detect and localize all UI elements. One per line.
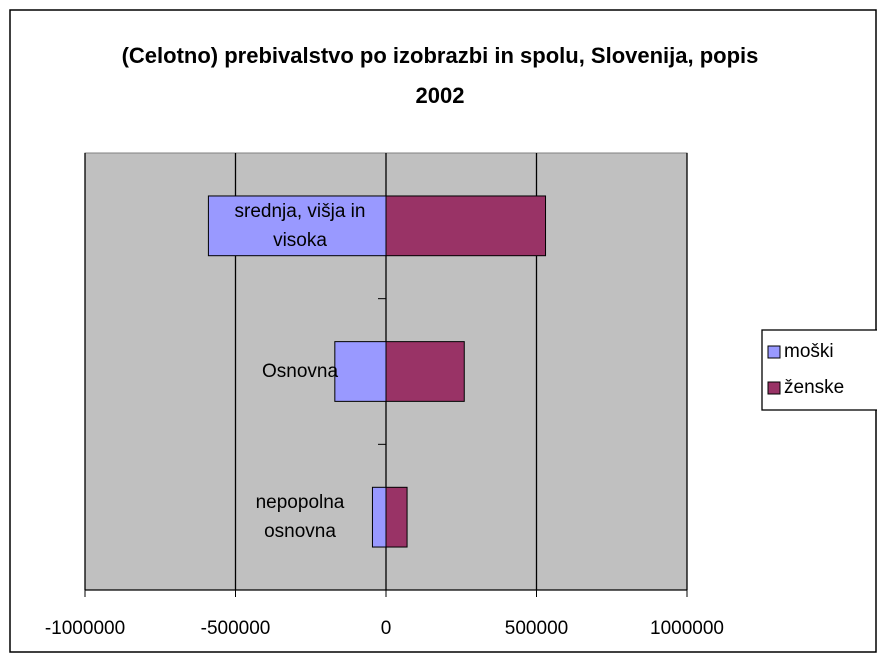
legend-label: moški bbox=[784, 341, 834, 362]
x-tick-label: -500000 bbox=[201, 618, 271, 639]
category-label: nepopolna osnovna bbox=[255, 492, 345, 543]
x-tick-label: 1000000 bbox=[650, 618, 724, 639]
category-label: srednja, višja in visoka bbox=[234, 200, 366, 251]
legend-swatch bbox=[767, 345, 781, 359]
category-label: Osnovna bbox=[261, 361, 339, 382]
bar bbox=[385, 486, 408, 548]
legend-label: ženske bbox=[784, 377, 844, 398]
x-tick-label: 500000 bbox=[505, 618, 568, 639]
x-tick-label: 0 bbox=[381, 618, 392, 639]
legend-box bbox=[761, 329, 877, 411]
x-tick-label: -1000000 bbox=[45, 618, 125, 639]
bar bbox=[385, 195, 547, 257]
chart-title: (Celotno) prebivalstvo po izobrazbi in s… bbox=[121, 43, 759, 108]
bar bbox=[207, 195, 387, 257]
bar bbox=[385, 341, 465, 402]
legend-swatch bbox=[767, 381, 781, 395]
